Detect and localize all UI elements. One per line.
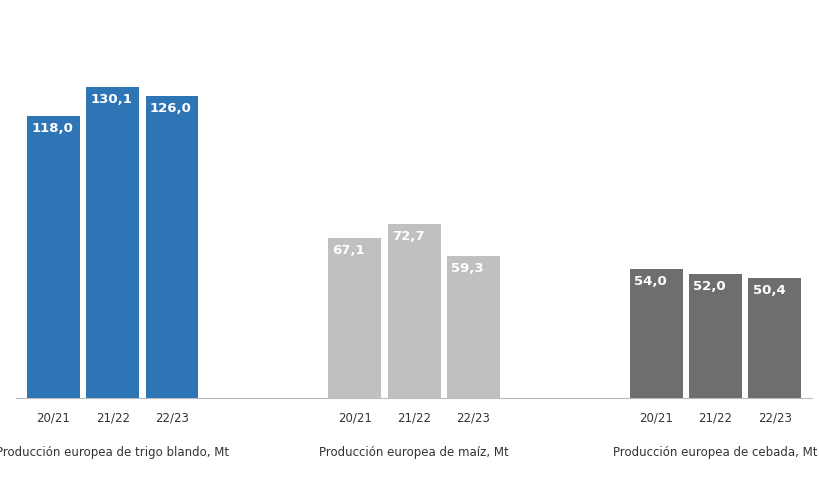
- Bar: [387, 224, 440, 398]
- Text: 54,0: 54,0: [633, 275, 666, 288]
- Bar: [446, 256, 500, 398]
- Text: Producción europea de cebada, Mt: Producción europea de cebada, Mt: [613, 446, 817, 459]
- Bar: [27, 116, 79, 398]
- Bar: [688, 274, 741, 398]
- Text: 50,4: 50,4: [752, 283, 785, 297]
- Bar: [629, 269, 681, 398]
- Bar: [328, 238, 381, 398]
- Text: 118,0: 118,0: [31, 122, 73, 134]
- Bar: [86, 87, 139, 398]
- Text: 126,0: 126,0: [150, 103, 192, 116]
- Text: Producción europea de maíz, Mt: Producción europea de maíz, Mt: [319, 446, 509, 459]
- Text: 59,3: 59,3: [450, 262, 483, 275]
- Text: 72,7: 72,7: [391, 230, 424, 243]
- Text: 130,1: 130,1: [90, 93, 132, 106]
- Bar: [748, 277, 800, 398]
- Text: 67,1: 67,1: [333, 244, 364, 256]
- Text: Producción europea de trigo blando, Mt: Producción europea de trigo blando, Mt: [0, 446, 229, 459]
- Text: 52,0: 52,0: [693, 280, 725, 293]
- Bar: [146, 97, 198, 398]
